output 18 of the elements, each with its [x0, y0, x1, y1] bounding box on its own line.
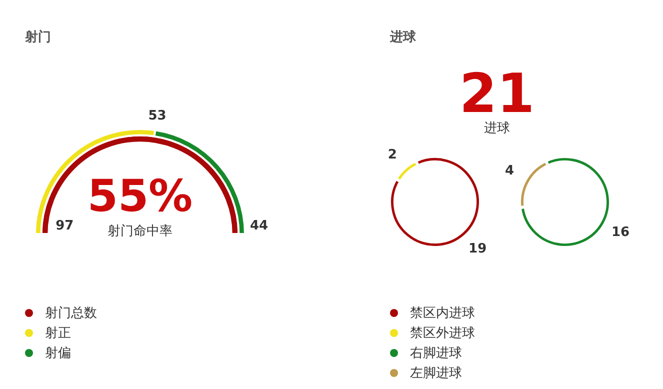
data-label: 19 [468, 241, 487, 256]
legend-label: 射门总数 [45, 305, 97, 322]
data-label: 4 [504, 164, 514, 179]
data-label: 44 [250, 218, 268, 234]
legend-label: 射偏 [45, 345, 71, 362]
legend-label: 禁区外进球 [410, 325, 475, 342]
legend-label: 右脚进球 [410, 345, 462, 362]
text: 55% [87, 171, 193, 222]
legend-label: 射正 [45, 325, 71, 342]
text: 射门命中率 [108, 224, 172, 239]
data-label: 97 [56, 218, 74, 234]
data-label: 16 [611, 225, 630, 240]
chart-title: 射门 [25, 28, 51, 46]
legend-label: 左脚进球 [410, 365, 462, 382]
chart-title: 进球 [390, 29, 416, 46]
data-label: 53 [148, 108, 166, 124]
data-label: 2 [388, 147, 397, 162]
legend-label: 禁区内进球 [410, 305, 475, 322]
